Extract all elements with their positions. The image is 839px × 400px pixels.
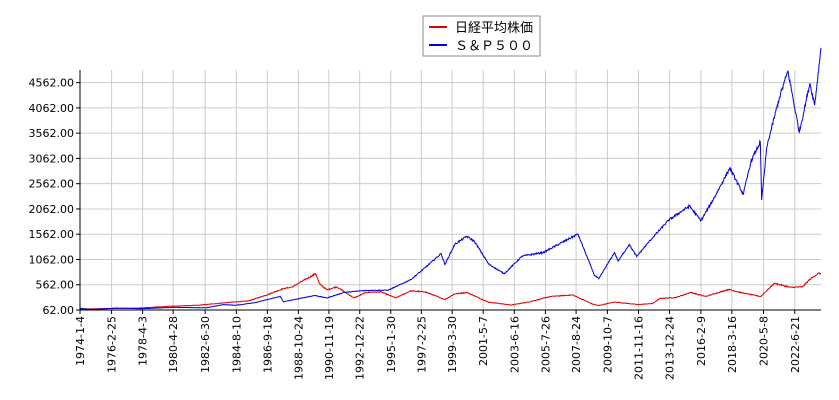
x-tick-label: 1999-3-30 xyxy=(446,316,459,373)
y-tick-label: 3062.00 xyxy=(29,152,75,165)
x-tick-label: 2016-2-9 xyxy=(695,316,708,366)
x-tick-label: 2005-7-26 xyxy=(539,316,552,373)
x-tick-label: 1997-2-25 xyxy=(415,316,428,373)
y-tick-label: 2062.00 xyxy=(29,203,75,216)
x-tick-label: 2009-10-7 xyxy=(601,316,614,373)
x-tick-label: 2018-3-16 xyxy=(726,316,739,373)
x-tick-label: 1992-12-22 xyxy=(354,316,367,380)
axes xyxy=(76,70,821,314)
series-layer xyxy=(79,47,822,311)
series-line-nikkei xyxy=(79,272,822,310)
legend-label-nikkei: 日経平均株価 xyxy=(455,21,533,36)
x-tick-label: 2011-11-16 xyxy=(632,316,645,380)
x-tick-label: 1974-1-4 xyxy=(74,316,87,366)
x-tick-label: 1995-1-30 xyxy=(385,316,398,373)
y-tick-label: 62.00 xyxy=(43,304,75,317)
legend-box xyxy=(422,15,541,57)
x-tick-label: 2007-8-24 xyxy=(570,316,583,373)
x-tick-label: 2020-5-8 xyxy=(757,316,770,366)
plot-area xyxy=(80,70,821,310)
y-tick-label: 562.00 xyxy=(36,279,75,292)
x-tick-label: 1984-8-10 xyxy=(230,316,243,373)
x-tick-label: 1986-9-18 xyxy=(261,316,274,373)
x-tick-label: 2022-6-21 xyxy=(789,316,802,373)
x-tick-labels: 1974-1-4 1976-2-25 1978-4-3 1980-4-28 1982-6… xyxy=(74,316,802,380)
y-tick-label: 4562.00 xyxy=(29,77,75,90)
x-tick-label: 2013-12-24 xyxy=(664,316,677,380)
legend-label-sp500: Ｓ＆Ｐ５００ xyxy=(455,39,533,54)
series-line-sp500 xyxy=(79,47,822,311)
legend: 日経平均株価 Ｓ＆Ｐ５００ xyxy=(422,15,541,57)
y-tick-label: 2562.00 xyxy=(29,178,75,191)
x-tick-label: 2001-5-7 xyxy=(477,316,490,366)
y-tick-label: 3562.00 xyxy=(29,127,75,140)
x-tick-label: 1978-4-3 xyxy=(137,316,150,366)
y-tick-label: 1062.00 xyxy=(29,253,75,266)
x-tick-label: 1982-6-30 xyxy=(199,316,212,373)
x-tick-label: 1976-2-25 xyxy=(106,316,119,373)
x-tick-label: 1990-11-19 xyxy=(323,316,336,380)
x-tick-label: 1980-4-28 xyxy=(167,316,180,373)
grid xyxy=(79,70,821,311)
y-tick-label: 1562.00 xyxy=(29,228,75,241)
x-tick-label: 1988-10-24 xyxy=(292,316,305,380)
y-tick-labels: 62.00 562.00 1062.00 1562.00 2062.00 2562.00 3… xyxy=(29,77,75,317)
x-tick-label: 2003-6-16 xyxy=(508,316,521,373)
y-tick-label: 4062.00 xyxy=(29,102,75,115)
